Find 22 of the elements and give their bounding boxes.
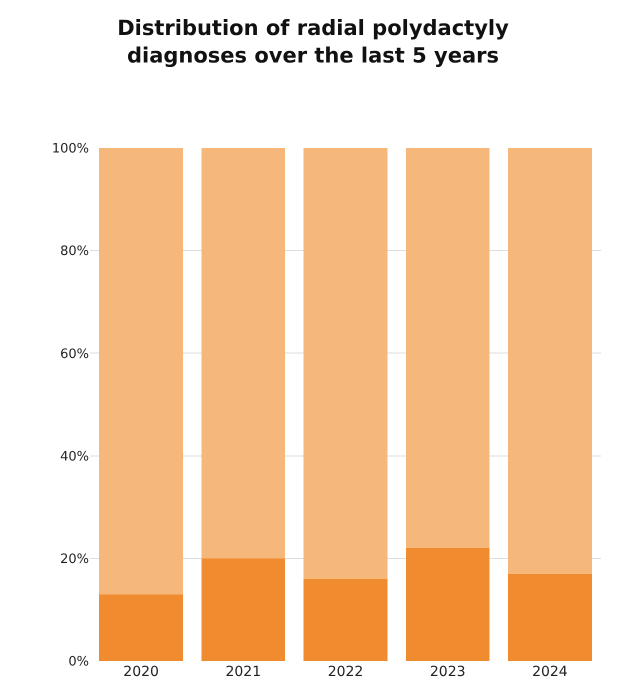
bar — [508, 148, 592, 574]
bar — [304, 148, 388, 579]
bar — [99, 148, 183, 594]
x-tick-label: 2020 — [123, 664, 159, 680]
bar — [201, 558, 286, 661]
y-tick-label: 60% — [60, 346, 89, 362]
x-tick-label: 2023 — [430, 664, 466, 680]
bar — [304, 578, 388, 661]
y-tick-label: 80% — [60, 244, 89, 260]
y-tick-label: 100% — [52, 142, 89, 157]
bar — [201, 148, 286, 558]
bar — [508, 574, 592, 661]
chart-title: Distribution of radial polydactyly diagnoses over the last 5 years — [117, 16, 510, 68]
bar — [99, 594, 183, 661]
bar — [406, 148, 490, 548]
y-tick-label: 20% — [60, 552, 89, 567]
y-tick-label: 40% — [60, 449, 89, 464]
bar — [406, 548, 490, 661]
x-tick-label: 2022 — [328, 664, 364, 680]
x-tick-label: 2021 — [225, 664, 262, 680]
x-tick-label: 2024 — [532, 664, 568, 680]
y-tick-label: 0% — [68, 654, 89, 670]
